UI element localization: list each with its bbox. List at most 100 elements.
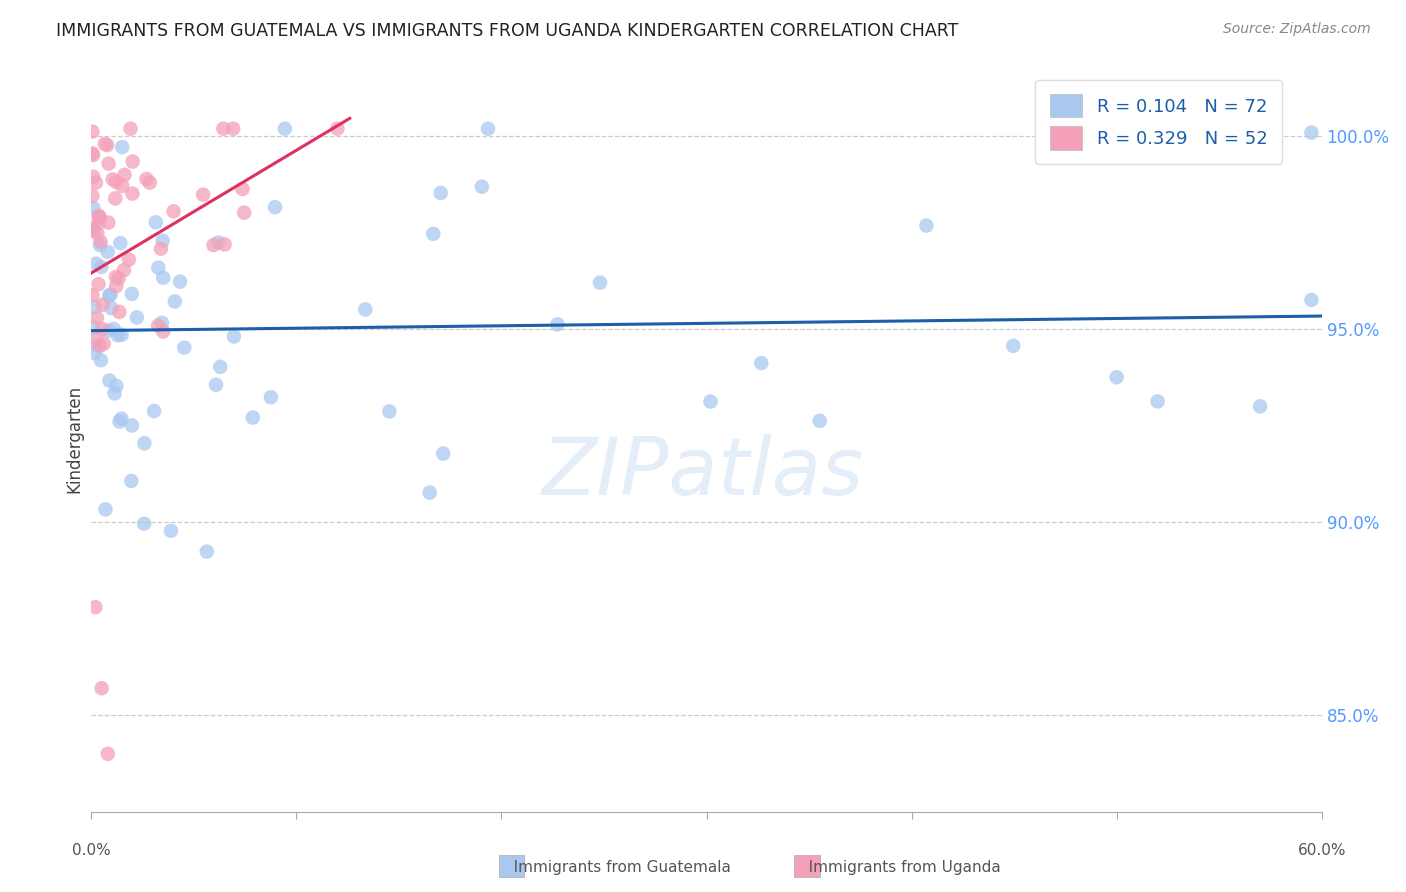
Point	[90, 353, 112, 368]
Point	[477, 121, 499, 136]
Point	[132, 516, 155, 531]
Point	[83, 320, 105, 334]
Point	[169, 275, 191, 289]
Point	[121, 286, 143, 301]
Point	[419, 485, 441, 500]
Point	[84, 600, 107, 615]
Point	[84, 257, 107, 271]
Point	[82, 169, 104, 184]
Point	[214, 237, 236, 252]
Point	[101, 172, 124, 186]
Point	[107, 271, 129, 285]
Point	[589, 276, 612, 290]
Point	[749, 356, 772, 370]
Point	[97, 747, 120, 761]
Point	[107, 328, 129, 343]
Point	[97, 156, 120, 170]
Point	[125, 310, 148, 325]
Point	[354, 302, 377, 317]
Point	[139, 176, 162, 190]
Point	[82, 189, 104, 203]
Point	[86, 226, 108, 240]
Point	[173, 341, 195, 355]
Point	[146, 318, 169, 333]
Point	[110, 236, 132, 251]
Legend: R = 0.104   N = 72, R = 0.329   N = 52: R = 0.104 N = 72, R = 0.329 N = 52	[1035, 79, 1282, 164]
Point	[110, 411, 132, 425]
Point	[97, 244, 120, 259]
Point	[160, 524, 183, 538]
Point	[120, 121, 142, 136]
Point	[148, 260, 170, 275]
Point	[202, 238, 225, 252]
Point	[1105, 370, 1128, 384]
Point	[135, 172, 157, 186]
Point	[86, 338, 108, 352]
Point	[222, 121, 245, 136]
Point	[82, 201, 104, 215]
Point	[94, 502, 117, 516]
Point	[98, 374, 121, 388]
Point	[205, 377, 228, 392]
Text: Source: ZipAtlas.com: Source: ZipAtlas.com	[1223, 22, 1371, 37]
Bar	[794, 855, 820, 877]
Point	[546, 318, 568, 332]
Point	[1301, 126, 1323, 140]
Point	[195, 544, 218, 558]
Point	[94, 136, 117, 151]
Point	[89, 339, 111, 353]
Point	[105, 175, 128, 189]
Point	[103, 322, 125, 336]
Text: ZIPatlas: ZIPatlas	[541, 434, 865, 512]
Point	[90, 260, 112, 274]
Point	[82, 148, 104, 162]
Point	[100, 301, 122, 315]
Text: 60.0%: 60.0%	[1298, 843, 1346, 857]
Text: 0.0%: 0.0%	[72, 843, 111, 857]
Point	[1301, 293, 1323, 307]
Point	[84, 176, 107, 190]
Point	[104, 386, 127, 401]
Point	[471, 179, 494, 194]
Point	[87, 211, 110, 226]
Text: Immigrants from Uganda: Immigrants from Uganda	[794, 860, 1001, 874]
Text: IMMIGRANTS FROM GUATEMALA VS IMMIGRANTS FROM UGANDA KINDERGARTEN CORRELATION CHA: IMMIGRANTS FROM GUATEMALA VS IMMIGRANTS …	[56, 22, 959, 40]
Point	[326, 121, 349, 136]
Point	[191, 187, 214, 202]
Point	[264, 200, 287, 214]
Point	[242, 410, 264, 425]
Point	[1249, 400, 1271, 414]
Point	[105, 279, 128, 293]
Point	[93, 336, 115, 351]
Point	[84, 300, 107, 314]
Point	[162, 204, 184, 219]
Point	[96, 138, 118, 153]
Point	[83, 346, 105, 360]
Point	[150, 316, 173, 330]
Point	[84, 332, 107, 346]
Point	[121, 186, 143, 201]
Point	[207, 235, 229, 250]
Point	[82, 288, 104, 302]
Point	[378, 404, 401, 418]
Point	[89, 210, 111, 224]
Point	[82, 146, 104, 161]
Point	[260, 390, 283, 404]
Point	[87, 209, 110, 223]
Point	[699, 394, 721, 409]
Point	[163, 294, 186, 309]
Point	[212, 121, 235, 136]
Point	[222, 329, 245, 343]
Point	[82, 222, 104, 236]
Point	[808, 414, 831, 428]
Y-axis label: Kindergarten: Kindergarten	[65, 385, 83, 493]
Point	[105, 379, 128, 393]
Point	[111, 178, 134, 193]
Point	[114, 168, 136, 182]
Point	[1002, 339, 1025, 353]
Point	[86, 311, 108, 326]
Point	[915, 219, 938, 233]
Point	[90, 235, 112, 249]
Point	[83, 224, 105, 238]
Point	[97, 216, 120, 230]
